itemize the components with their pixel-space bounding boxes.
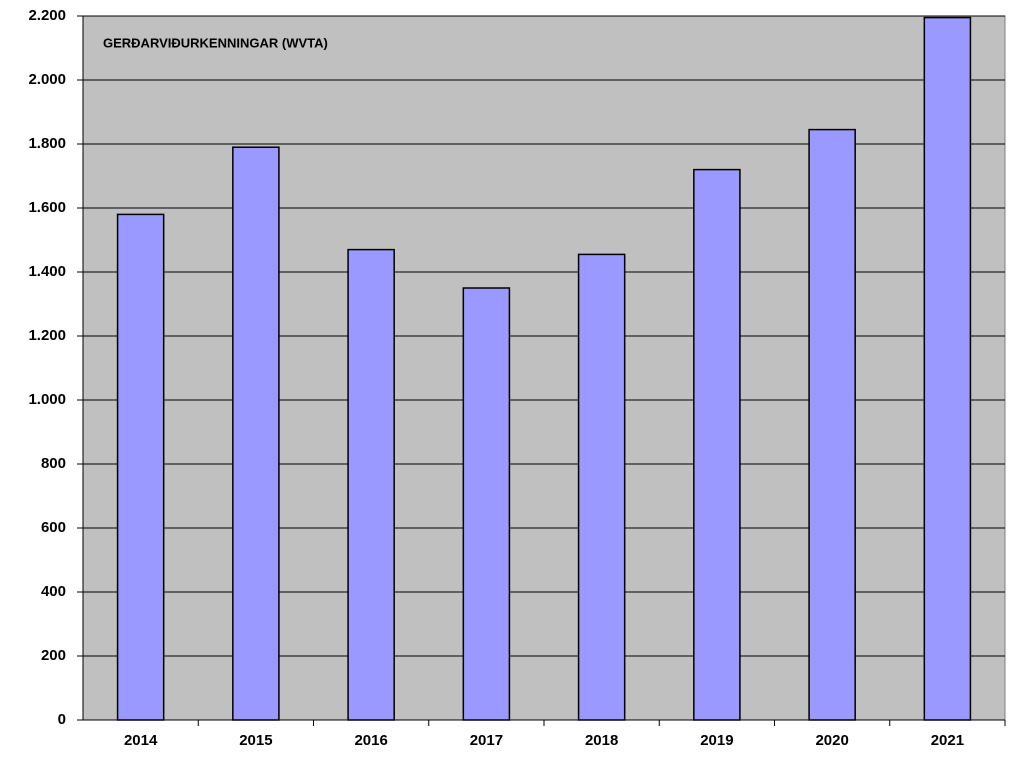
y-tick-label: 2.000 [28,71,66,88]
x-tick-label: 2019 [700,732,733,749]
y-tick-label: 800 [41,455,66,472]
y-tick-label: 1.200 [28,327,66,344]
plot-area [82,15,1006,721]
x-tick-label: 2017 [470,732,503,749]
bar [693,168,741,721]
y-tick-label: 600 [41,519,66,536]
y-tick-label: 0 [58,711,66,728]
y-tick-label: 400 [41,583,66,600]
chart-title: GERÐARVIÐURKENNINGAR (WVTA) [103,35,328,50]
y-tick-label: 2.200 [28,7,66,24]
x-tick-label: 2015 [239,732,272,749]
y-tick-label: 1.000 [28,391,66,408]
bar [116,213,165,721]
bar [577,253,626,721]
x-tick-label: 2018 [585,732,618,749]
x-tick-label: 2020 [815,732,848,749]
bar [232,146,280,721]
y-tick-label: 1.600 [28,199,66,216]
y-tick-label: 200 [41,647,66,664]
bar [923,16,972,721]
bar [347,248,395,721]
y-tick-label: 1.400 [28,263,66,280]
x-tick-label: 2016 [354,732,387,749]
bar [808,128,856,721]
x-tick-label: 2021 [931,732,964,749]
bar [462,287,511,721]
x-tick-label: 2014 [124,732,158,749]
y-tick-label: 1.800 [28,135,66,152]
